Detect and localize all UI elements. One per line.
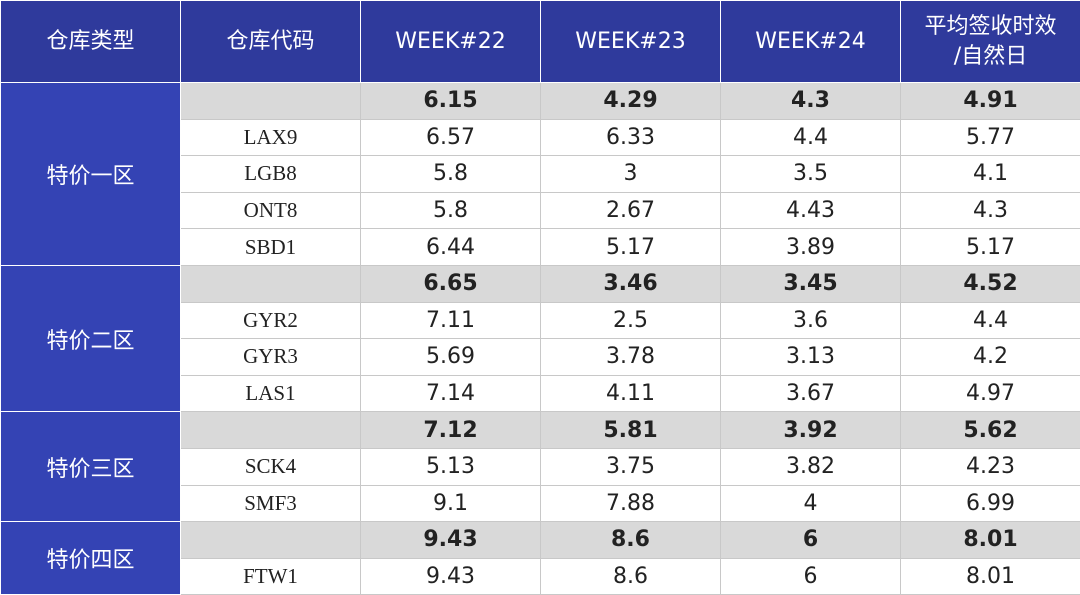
warehouse-code: LAX9: [180, 118, 361, 157]
value-cell: 7.88: [540, 484, 721, 523]
value-cell: 8.01: [900, 557, 1080, 595]
value-cell: 3.13: [720, 338, 901, 376]
value-cell: 7.11: [360, 301, 541, 340]
summary-value: 3.46: [540, 264, 721, 303]
header-line: 平均签收时效: [924, 13, 1057, 39]
value-cell: 3: [540, 155, 721, 193]
header-line: /自然日: [953, 43, 1028, 69]
value-cell: 4.3: [900, 191, 1080, 230]
summary-value: 6.15: [360, 82, 541, 120]
blank-cell: [180, 264, 361, 303]
value-cell: 5.17: [900, 228, 1080, 266]
warehouse-code: SCK4: [180, 447, 361, 486]
value-cell: 2.5: [540, 301, 721, 340]
header-cell: 仓库类型: [0, 0, 181, 83]
value-cell: 3.75: [540, 447, 721, 486]
summary-value: 6.65: [360, 264, 541, 303]
summary-row: 特价四区 9.43 8.6 6 8.01: [0, 521, 1080, 595]
summary-value: 4.3: [720, 82, 901, 120]
warehouse-code: SBD1: [180, 228, 361, 266]
value-cell: 5.77: [900, 118, 1080, 157]
header-cell: 仓库代码: [180, 0, 361, 83]
value-cell: 4.97: [900, 374, 1080, 413]
data-row: LAS1 7.14 4.11 3.67 4.97: [1, 374, 1080, 413]
group-name: 特价二区: [0, 264, 181, 413]
summary-value: 4.29: [540, 82, 721, 120]
header-cell: WEEK#24: [720, 0, 901, 83]
warehouse-code: SMF3: [180, 484, 361, 523]
value-cell: 4.2: [900, 338, 1080, 376]
value-cell: 3.78: [540, 338, 721, 376]
group-name: 特价四区: [0, 521, 181, 595]
warehouse-code: LGB8: [180, 155, 361, 193]
summary-value: 7.12: [360, 411, 541, 449]
header-cell: WEEK#23: [540, 0, 721, 83]
value-cell: 4.23: [900, 447, 1080, 486]
summary-value: 8.01: [900, 521, 1080, 559]
summary-value: 3.92: [720, 411, 901, 449]
group-name: 特价三区: [0, 411, 181, 523]
summary-row: 特价二区 6.65 3.46 3.45 4.52: [0, 264, 1080, 413]
value-cell: 8.6: [540, 557, 721, 595]
data-row: GYR2 7.11 2.5 3.6 4.4: [1, 301, 1080, 340]
blank-cell: [180, 82, 361, 120]
value-cell: 3.82: [720, 447, 901, 486]
warehouse-code: GYR2: [180, 301, 361, 340]
value-cell: 4.4: [900, 301, 1080, 340]
summary-value: 6: [720, 521, 901, 559]
summary-value: 5.62: [900, 411, 1080, 449]
blank-cell: [180, 521, 361, 559]
value-cell: 9.43: [360, 557, 541, 595]
value-cell: 3.6: [720, 301, 901, 340]
warehouse-code: GYR3: [180, 338, 361, 376]
value-cell: 4.1: [900, 155, 1080, 193]
value-cell: 3.67: [720, 374, 901, 413]
blank-cell: [180, 411, 361, 449]
value-cell: 5.17: [540, 228, 721, 266]
data-row: SBD1 6.44 5.17 3.89 5.17: [1, 228, 1080, 266]
value-cell: 7.14: [360, 374, 541, 413]
value-cell: 9.1: [360, 484, 541, 523]
value-cell: 4.11: [540, 374, 721, 413]
value-cell: 5.69: [360, 338, 541, 376]
summary-value: 3.45: [720, 264, 901, 303]
value-cell: 2.67: [540, 191, 721, 230]
header-cell: 平均签收时效/自然日: [900, 0, 1080, 83]
value-cell: 6.57: [360, 118, 541, 157]
value-cell: 4.43: [720, 191, 901, 230]
data-row: FTW1 9.43 8.6 6 8.01: [1, 557, 1080, 595]
value-cell: 5.13: [360, 447, 541, 486]
header-row: 仓库类型 仓库代码 WEEK#22 WEEK#23 WEEK#24 平均签收时效/自然日: [0, 0, 1080, 83]
warehouse-code: FTW1: [180, 557, 361, 595]
data-row: SMF3 9.1 7.88 4 6.99: [1, 484, 1080, 523]
summary-value: 4.91: [900, 82, 1080, 120]
value-cell: 5.8: [360, 191, 541, 230]
value-cell: 6.44: [360, 228, 541, 266]
summary-value: 4.52: [900, 264, 1080, 303]
value-cell: 6.99: [900, 484, 1080, 523]
summary-row: 特价三区 7.12 5.81 3.92 5.62: [0, 411, 1080, 523]
group-name: 特价一区: [0, 82, 181, 266]
summary-value: 5.81: [540, 411, 721, 449]
value-cell: 5.8: [360, 155, 541, 193]
warehouse-code: ONT8: [180, 191, 361, 230]
summary-row: 特价一区 6.15 4.29 4.3 4.91: [0, 82, 1080, 266]
header-cell: WEEK#22: [360, 0, 541, 83]
value-cell: 6.33: [540, 118, 721, 157]
warehouse-code: LAS1: [180, 374, 361, 413]
value-cell: 4.4: [720, 118, 901, 157]
value-cell: 3.5: [720, 155, 901, 193]
data-row: SCK4 5.13 3.75 3.82 4.23: [1, 447, 1080, 486]
value-cell: 3.89: [720, 228, 901, 266]
table-body: 特价一区 6.15 4.29 4.3 4.91 LAX9 6.57 6.33 4.4 5.77 LG…: [0, 82, 1080, 595]
summary-value: 8.6: [540, 521, 721, 559]
summary-value: 9.43: [360, 521, 541, 559]
value-cell: 6: [720, 557, 901, 595]
value-cell: 4: [720, 484, 901, 523]
